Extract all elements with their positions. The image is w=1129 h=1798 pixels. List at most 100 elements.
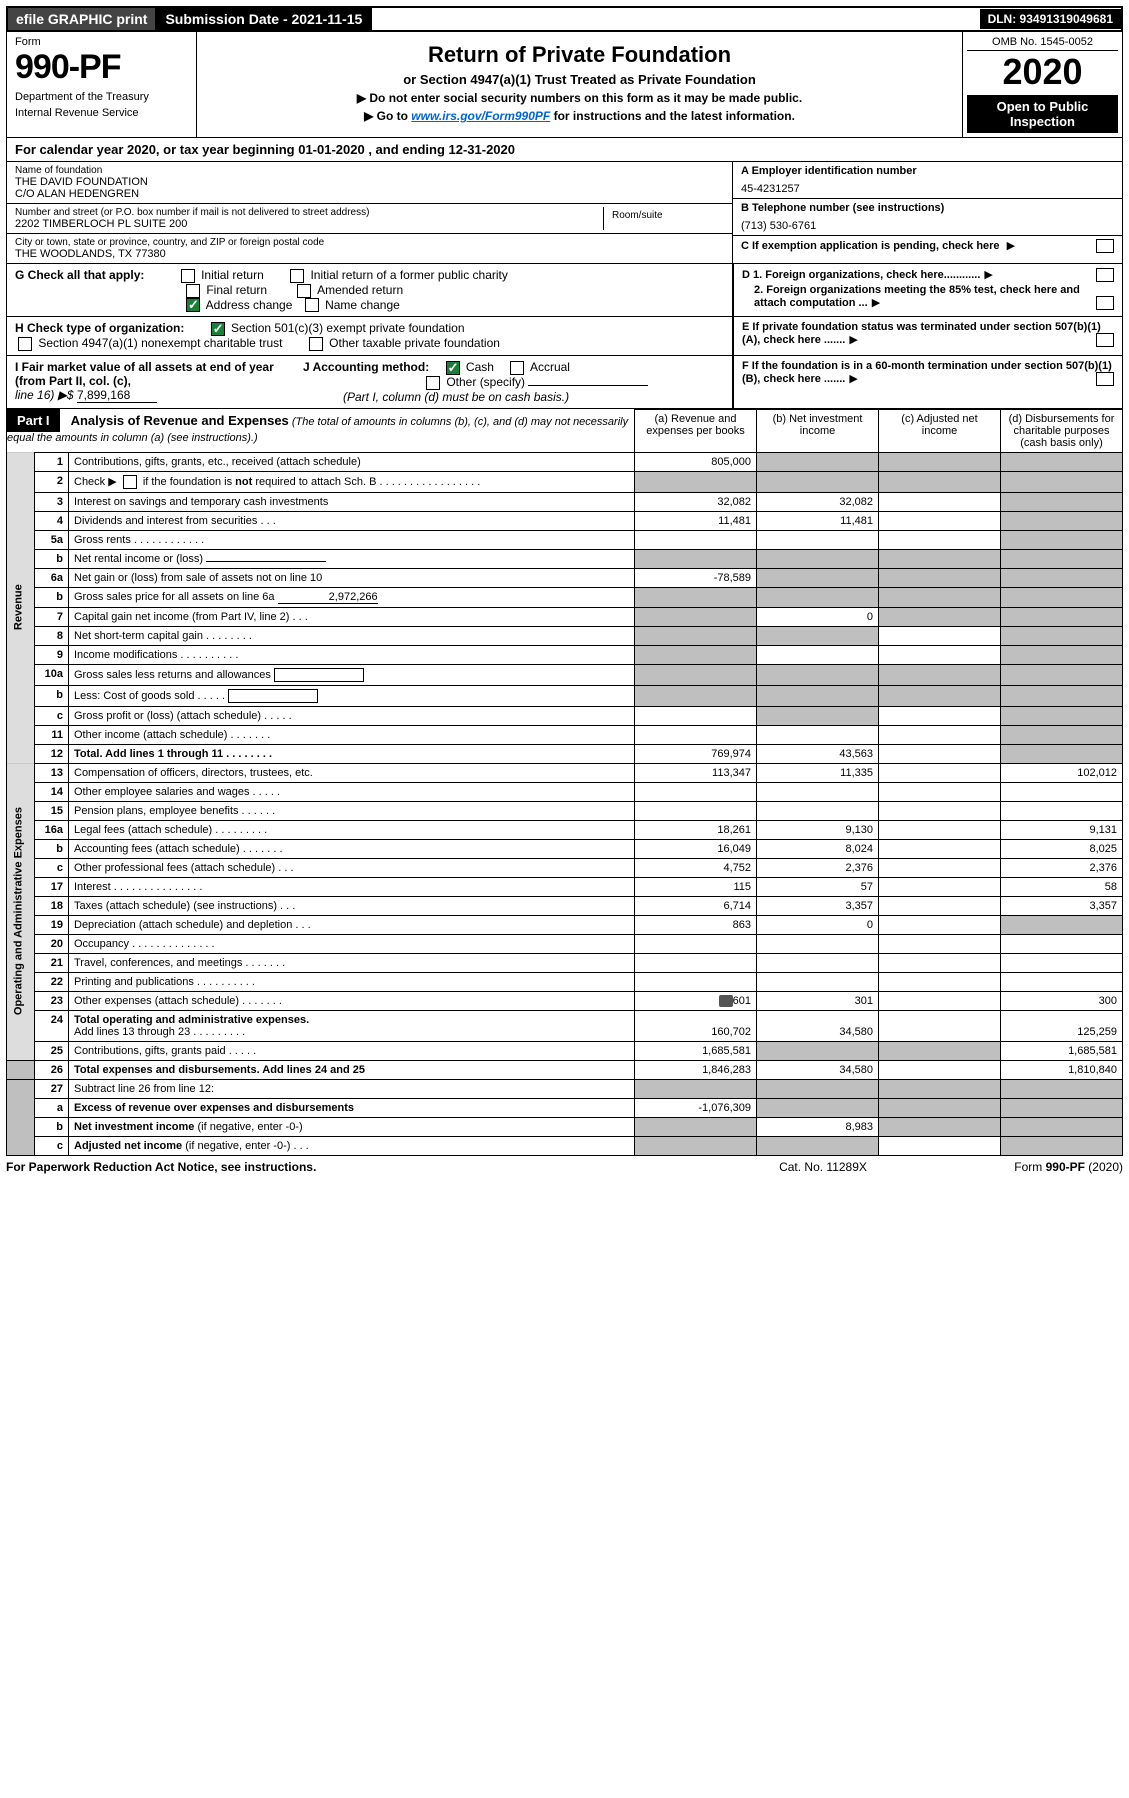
city-cell: City or town, state or province, country… xyxy=(7,234,732,263)
chk-501c3[interactable] xyxy=(211,322,225,336)
row-10a: 10aGross sales less returns and allowanc… xyxy=(7,664,1123,685)
row-4: 4Dividends and interest from securities … xyxy=(7,511,1123,530)
col-b-header: (b) Net investment income xyxy=(757,409,879,452)
row-7: 7Capital gain net income (from Part IV, … xyxy=(7,607,1123,626)
row-9: 9Income modifications . . . . . . . . . … xyxy=(7,645,1123,664)
row-6b: bGross sales price for all assets on lin… xyxy=(7,587,1123,607)
d1-checkbox[interactable] xyxy=(1096,268,1114,282)
dln: DLN: 93491319049681 xyxy=(980,9,1121,29)
submission-date: Submission Date - 2021-11-15 xyxy=(157,8,372,30)
row-5b: bNet rental income or (loss) xyxy=(7,549,1123,568)
phone-cell: B Telephone number (see instructions) (7… xyxy=(733,199,1122,236)
top-bar: efile GRAPHIC print Submission Date - 20… xyxy=(6,6,1123,32)
chk-final-return[interactable] xyxy=(186,284,200,298)
row-17: 17Interest . . . . . . . . . . . . . . .… xyxy=(7,877,1123,896)
section-h: H Check type of organization: Section 50… xyxy=(6,317,733,356)
section-g: G Check all that apply: Initial return I… xyxy=(6,264,733,317)
row-16a: 16aLegal fees (attach schedule) . . . . … xyxy=(7,820,1123,839)
row-27c: cAdjusted net income (if negative, enter… xyxy=(7,1136,1123,1155)
note-goto: ▶ Go to www.irs.gov/Form990PF for instru… xyxy=(209,109,950,123)
row-26: 26Total expenses and disbursements. Add … xyxy=(7,1060,1123,1079)
foundation-name-cell: Name of foundation THE DAVID FOUNDATION … xyxy=(7,162,732,204)
row-25: 25Contributions, gifts, grants paid . . … xyxy=(7,1041,1123,1060)
chk-other-taxable[interactable] xyxy=(309,337,323,351)
form-label: Form xyxy=(15,36,188,48)
row-19: 19Depreciation (attach schedule) and dep… xyxy=(7,915,1123,934)
row-12: 12Total. Add lines 1 through 11 . . . . … xyxy=(7,744,1123,763)
e-checkbox[interactable] xyxy=(1096,333,1114,347)
row-6a: 6aNet gain or (loss) from sale of assets… xyxy=(7,568,1123,587)
identity-block: Name of foundation THE DAVID FOUNDATION … xyxy=(6,162,1123,264)
paperwork-notice: For Paperwork Reduction Act Notice, see … xyxy=(6,1160,723,1174)
f-checkbox[interactable] xyxy=(1096,372,1114,386)
row-16c: cOther professional fees (attach schedul… xyxy=(7,858,1123,877)
row-10b: bLess: Cost of goods sold . . . . . xyxy=(7,685,1123,706)
col-d-header: (d) Disbursements for charitable purpose… xyxy=(1001,409,1123,452)
expenses-side-label: Operating and Administrative Expenses xyxy=(7,763,35,1060)
col-a-header: (a) Revenue and expenses per books xyxy=(635,409,757,452)
d2-checkbox[interactable] xyxy=(1096,296,1114,310)
row-23: 23Other expenses (attach schedule) . . .… xyxy=(7,991,1123,1010)
row-27: 27Subtract line 26 from line 12: xyxy=(7,1079,1123,1098)
dept-treasury: Department of the Treasury xyxy=(15,91,188,103)
calendar-year-row: For calendar year 2020, or tax year begi… xyxy=(6,138,1123,162)
chk-accrual[interactable] xyxy=(510,361,524,375)
form-number: 990-PF xyxy=(15,48,188,87)
form-header: Form 990-PF Department of the Treasury I… xyxy=(6,32,1123,138)
section-i-j: I Fair market value of all assets at end… xyxy=(6,356,733,409)
row-3: 3Interest on savings and temporary cash … xyxy=(7,492,1123,511)
row-1: Revenue 1Contributions, gifts, grants, e… xyxy=(7,452,1123,471)
page-footer: For Paperwork Reduction Act Notice, see … xyxy=(6,1156,1123,1178)
chk-other-method[interactable] xyxy=(426,376,440,390)
row-24: 24Total operating and administrative exp… xyxy=(7,1010,1123,1041)
section-f: F If the foundation is in a 60-month ter… xyxy=(733,356,1123,409)
room-suite: Room/suite xyxy=(604,207,724,230)
chk-4947[interactable] xyxy=(18,337,32,351)
row-15: 15Pension plans, employee benefits . . .… xyxy=(7,801,1123,820)
row-20: 20Occupancy . . . . . . . . . . . . . . xyxy=(7,934,1123,953)
row-11: 11Other income (attach schedule) . . . .… xyxy=(7,725,1123,744)
chk-cash[interactable] xyxy=(446,361,460,375)
chk-initial-return[interactable] xyxy=(181,269,195,283)
row-27a: aExcess of revenue over expenses and dis… xyxy=(7,1098,1123,1117)
note-no-ssn: ▶ Do not enter social security numbers o… xyxy=(209,91,950,105)
section-e: E If private foundation status was termi… xyxy=(733,317,1123,356)
header-left: Form 990-PF Department of the Treasury I… xyxy=(7,32,197,137)
efile-label[interactable]: efile GRAPHIC print xyxy=(8,8,157,30)
ein-cell: A Employer identification number 45-4231… xyxy=(733,162,1122,199)
chk-amended[interactable] xyxy=(297,284,311,298)
part1-table: Part I Analysis of Revenue and Expenses … xyxy=(6,409,1123,1156)
form-title: Return of Private Foundation xyxy=(209,42,950,68)
revenue-side-label: Revenue xyxy=(7,452,35,763)
header-right: OMB No. 1545-0052 2020 Open to Public In… xyxy=(962,32,1122,137)
cat-no: Cat. No. 11289X xyxy=(723,1160,923,1174)
form-subtitle: or Section 4947(a)(1) Trust Treated as P… xyxy=(209,72,950,87)
row-2: 2Check ▶ if the foundation is not requir… xyxy=(7,471,1123,492)
row-16b: bAccounting fees (attach schedule) . . .… xyxy=(7,839,1123,858)
row-27b: bNet investment income (if negative, ent… xyxy=(7,1117,1123,1136)
chk-sch-b[interactable] xyxy=(123,475,137,489)
row-5a: 5aGross rents . . . . . . . . . . . . xyxy=(7,530,1123,549)
tax-year: 2020 xyxy=(967,51,1118,93)
header-center: Return of Private Foundation or Section … xyxy=(197,32,962,137)
irs-label: Internal Revenue Service xyxy=(15,107,188,119)
irs-link[interactable]: www.irs.gov/Form990PF xyxy=(411,109,550,123)
address-cell: Number and street (or P.O. box number if… xyxy=(7,204,732,234)
chk-initial-former[interactable] xyxy=(290,269,304,283)
fmv-value: 7,899,168 xyxy=(77,388,157,403)
row-18: 18Taxes (attach schedule) (see instructi… xyxy=(7,896,1123,915)
row-13: Operating and Administrative Expenses 13… xyxy=(7,763,1123,782)
row-21: 21Travel, conferences, and meetings . . … xyxy=(7,953,1123,972)
chk-address-change[interactable] xyxy=(186,298,200,312)
row-8: 8Net short-term capital gain . . . . . .… xyxy=(7,626,1123,645)
omb-number: OMB No. 1545-0052 xyxy=(967,36,1118,51)
chk-name-change[interactable] xyxy=(305,298,319,312)
col-c-header: (c) Adjusted net income xyxy=(879,409,1001,452)
attachment-icon[interactable] xyxy=(719,995,733,1007)
row-22: 22Printing and publications . . . . . . … xyxy=(7,972,1123,991)
open-to-public: Open to Public Inspection xyxy=(967,95,1118,133)
c-checkbox[interactable] xyxy=(1096,239,1114,253)
row-14: 14Other employee salaries and wages . . … xyxy=(7,782,1123,801)
form-ref: Form 990-PF (2020) xyxy=(923,1160,1123,1174)
exemption-pending-cell: C If exemption application is pending, c… xyxy=(733,236,1122,255)
